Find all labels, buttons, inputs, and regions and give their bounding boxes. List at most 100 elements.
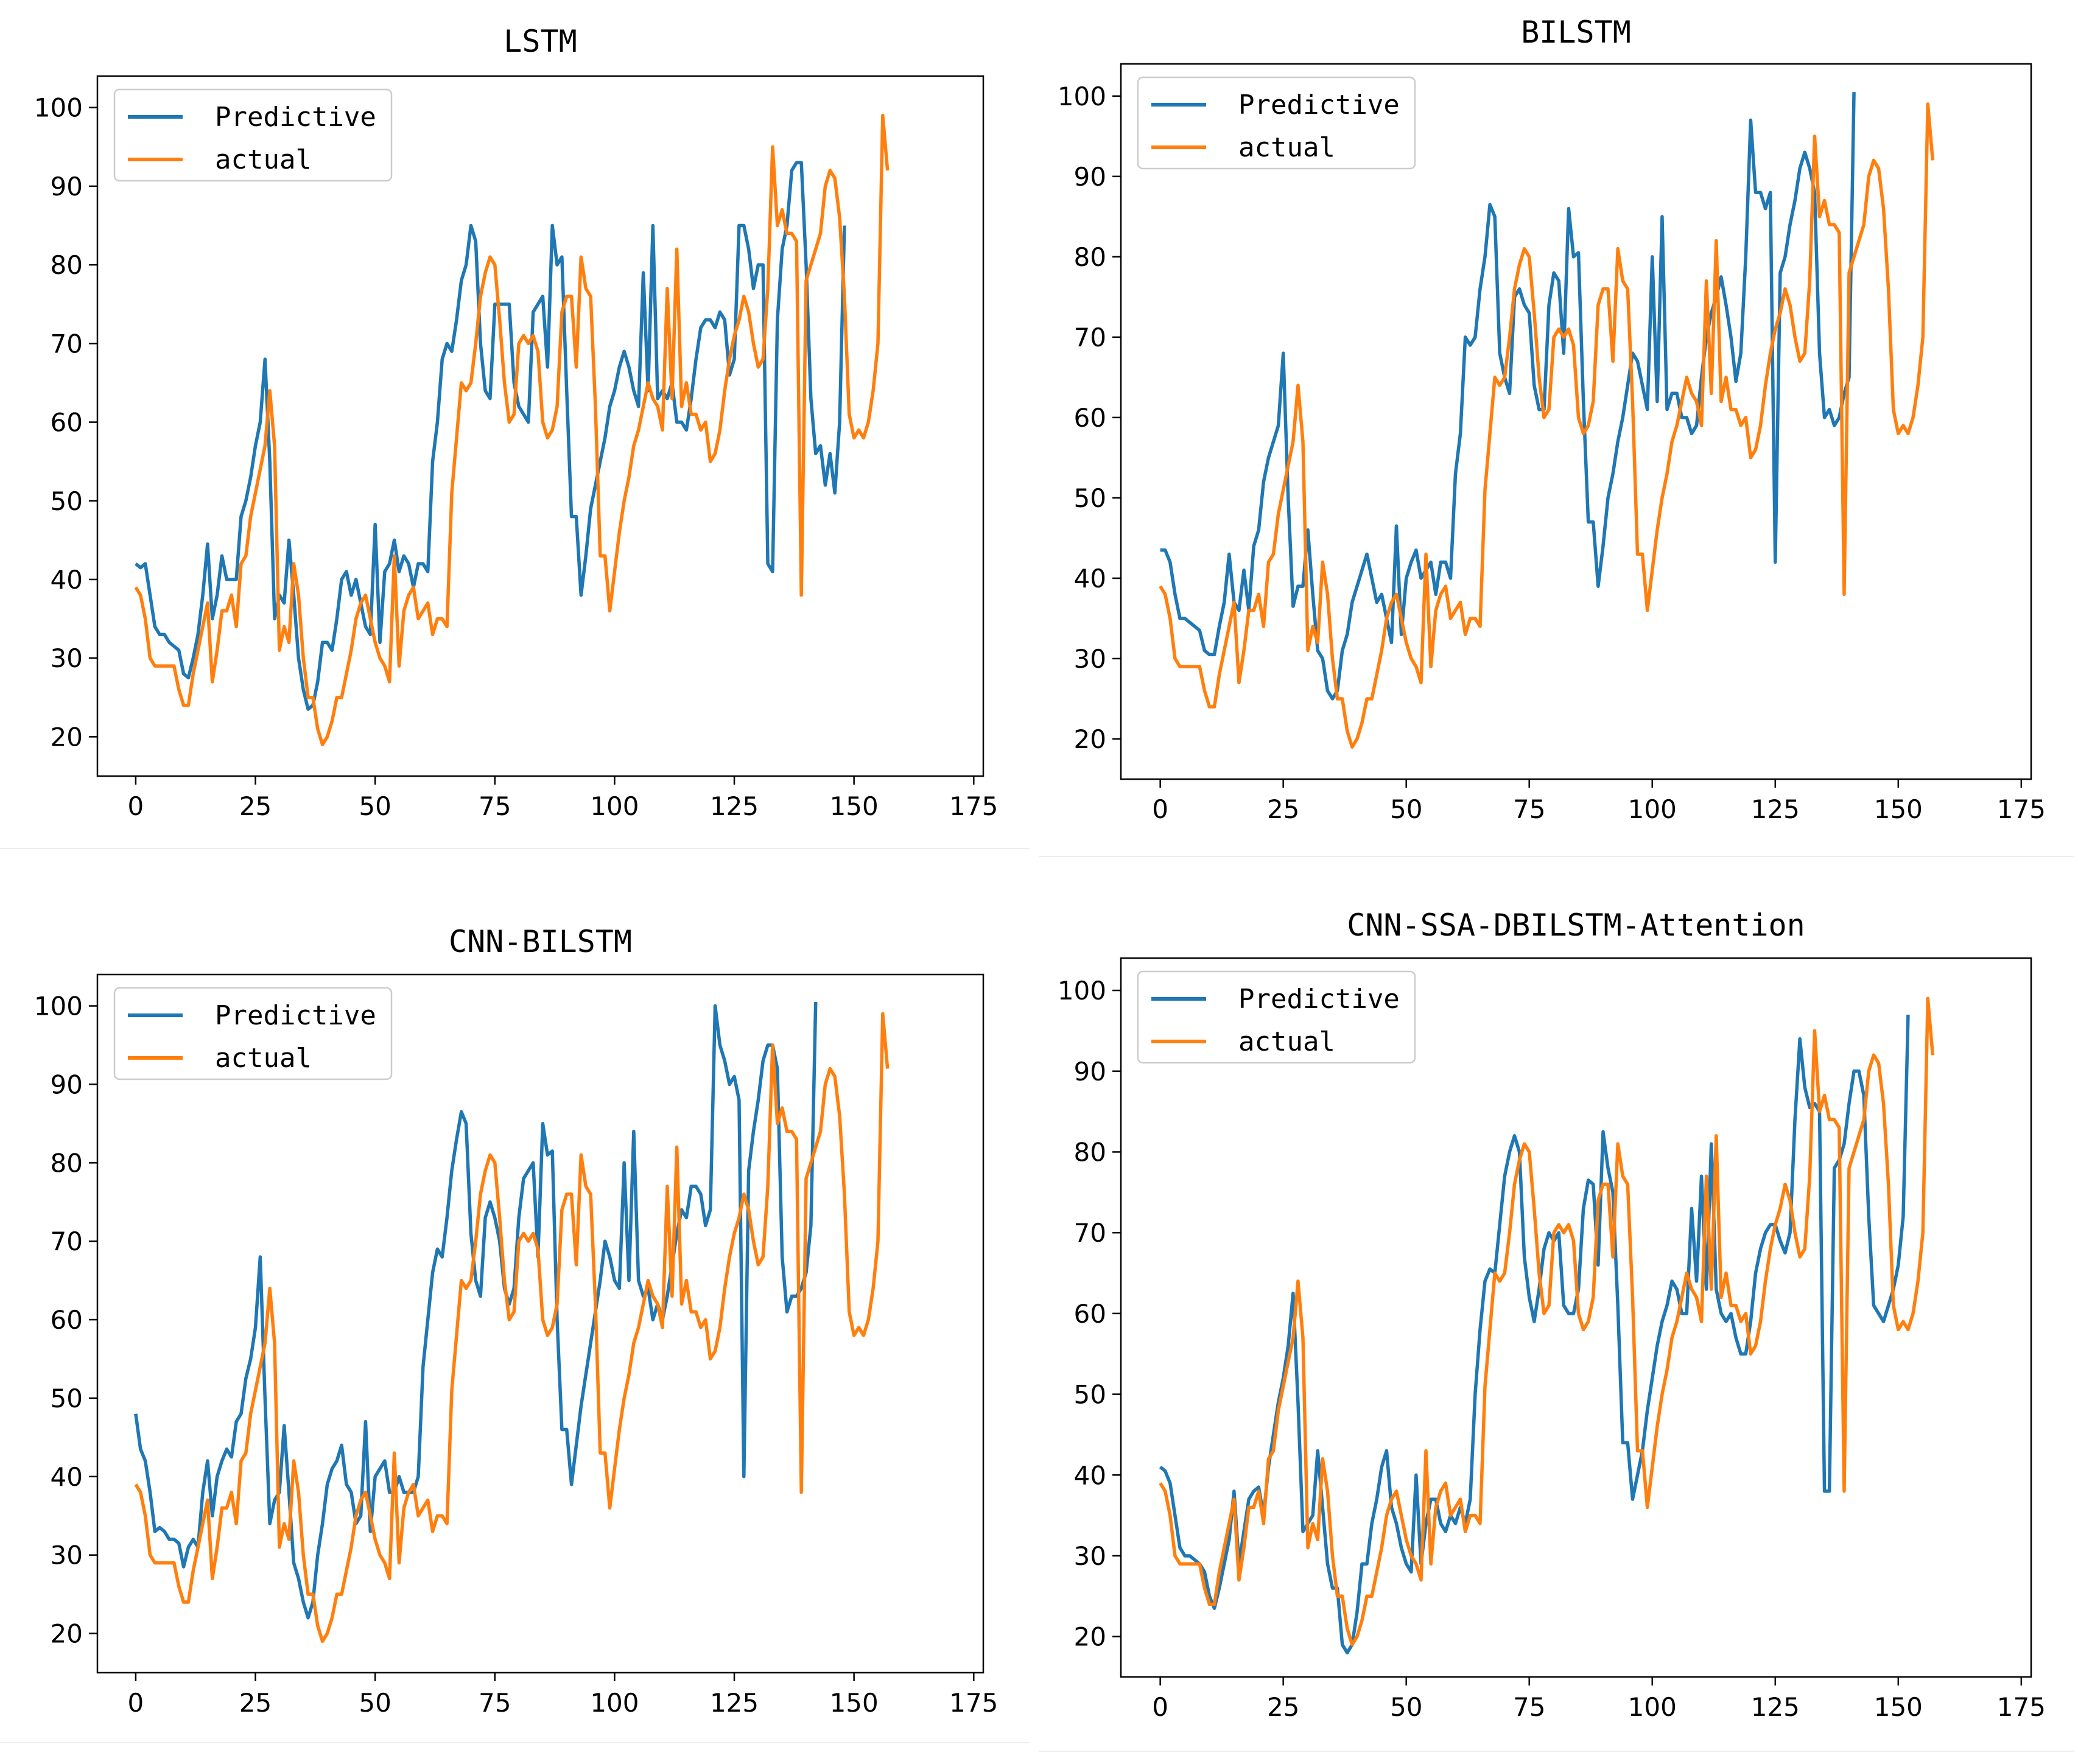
series-line-actual xyxy=(134,113,890,747)
y-tick-label: 30 xyxy=(51,643,83,673)
legend-predictive-label: Predictive xyxy=(215,1000,376,1031)
axes-frame xyxy=(1120,63,2032,780)
y-tick-label: 80 xyxy=(51,250,83,280)
series-line-predictive xyxy=(1160,92,1856,701)
chart-lstm: LSTM 0 25 50 75 100 125 150 175 20 30 40 50 60 70 80 90 1… xyxy=(34,24,999,821)
divider-bottom-left xyxy=(0,1742,1029,1743)
y-tick-label: 40 xyxy=(51,565,83,595)
y-tick-label: 40 xyxy=(1074,1460,1106,1490)
x-tick-label: 50 xyxy=(359,791,391,821)
y-tick-label: 90 xyxy=(51,172,83,201)
y-tick-label: 80 xyxy=(1074,1137,1106,1167)
y-tick-label: 100 xyxy=(34,93,83,123)
chart-title: LSTM xyxy=(504,24,577,59)
x-tick-label: 25 xyxy=(1267,1692,1299,1722)
x-tick-label: 175 xyxy=(949,1688,998,1718)
x-tick-label: 75 xyxy=(1513,794,1545,824)
axes-frame xyxy=(1120,957,2032,1678)
x-tick-label: 100 xyxy=(590,1688,639,1718)
x-tick-label: 125 xyxy=(1751,1692,1800,1722)
x-tick-label: 25 xyxy=(239,791,272,821)
y-tick-label: 80 xyxy=(51,1148,83,1178)
legend-predictive-label: Predictive xyxy=(215,102,376,133)
y-tick-label: 50 xyxy=(51,486,83,516)
x-tick-label: 175 xyxy=(1997,1692,2046,1722)
y-tick-label: 100 xyxy=(1058,82,1106,111)
legend-actual-label: actual xyxy=(215,144,312,175)
x-tick-label: 100 xyxy=(1628,794,1677,824)
x-tick-label: 100 xyxy=(590,791,639,821)
y-tick-label: 60 xyxy=(1074,403,1106,433)
chart-panel-bilstm: BILSTM 0 25 50 75 100 125 150 175 20 30 40 50 60 70 80 9… xyxy=(1039,0,2078,852)
series-line-actual xyxy=(1159,102,1935,749)
x-tick-label: 150 xyxy=(1874,1692,1923,1722)
y-tick-label: 70 xyxy=(1074,1218,1106,1248)
y-tick-label: 60 xyxy=(51,408,83,438)
x-tick-label: 50 xyxy=(359,1688,391,1718)
y-tick-label: 70 xyxy=(1074,323,1106,352)
y-tick-label: 30 xyxy=(1074,1541,1106,1571)
legend-predictive-label: Predictive xyxy=(1238,89,1400,121)
x-tick-label: 125 xyxy=(710,1688,759,1718)
x-tick-label: 0 xyxy=(128,1688,144,1718)
y-tick-label: 100 xyxy=(1058,976,1106,1006)
series-line-predictive xyxy=(134,1002,818,1620)
y-tick-label: 60 xyxy=(1074,1299,1106,1329)
chart-title: CNN-BILSTM xyxy=(449,924,632,959)
y-tick-label: 40 xyxy=(51,1462,83,1492)
divider-top-left xyxy=(0,848,1029,849)
y-tick-label: 50 xyxy=(51,1384,83,1413)
legend-box xyxy=(113,987,393,1080)
y-tick-label: 100 xyxy=(34,992,83,1021)
y-tick-label: 20 xyxy=(51,1619,83,1649)
legend-box xyxy=(113,88,393,182)
x-tick-label: 50 xyxy=(1390,1692,1422,1722)
x-tick-label: 0 xyxy=(1152,1692,1168,1722)
x-tick-label: 75 xyxy=(479,1688,511,1718)
chart-panel-lstm: LSTM 0 25 50 75 100 125 150 175 20 30 40 50 60 70 80 90 1… xyxy=(0,0,1039,852)
y-tick-label: 40 xyxy=(1074,564,1106,593)
legend-box xyxy=(1137,970,1416,1064)
y-tick-label: 90 xyxy=(51,1069,83,1099)
x-tick-label: 175 xyxy=(1997,794,2046,824)
x-tick-label: 75 xyxy=(479,791,511,821)
x-tick-label: 125 xyxy=(710,791,759,821)
x-tick-label: 150 xyxy=(1874,794,1923,824)
x-tick-label: 0 xyxy=(128,791,144,821)
y-tick-label: 70 xyxy=(51,329,83,359)
x-tick-label: 25 xyxy=(239,1688,272,1718)
axes-frame xyxy=(96,75,985,777)
legend-box xyxy=(1137,76,1416,170)
y-tick-label: 50 xyxy=(1074,1380,1106,1410)
series-line-predictive xyxy=(135,161,846,711)
chart-panel-cnn-ssa-dbilstm-attention: CNN-SSA-DBILSTM-Attention 0 25 50 75 100 125 15… xyxy=(1039,882,2078,1764)
x-tick-label: 100 xyxy=(1628,1692,1677,1722)
series-line-predictive xyxy=(1159,1014,1910,1654)
y-tick-label: 20 xyxy=(51,722,83,752)
y-tick-label: 50 xyxy=(1074,483,1106,513)
x-tick-label: 50 xyxy=(1390,794,1422,824)
series-line-actual xyxy=(134,1012,890,1643)
x-tick-label: 0 xyxy=(1152,794,1168,824)
y-tick-label: 70 xyxy=(51,1227,83,1256)
y-tick-label: 30 xyxy=(1074,644,1106,674)
x-tick-label: 150 xyxy=(830,791,879,821)
divider-bottom-right xyxy=(1039,1751,2074,1752)
chart-title: BILSTM xyxy=(1521,15,1631,50)
y-tick-label: 90 xyxy=(1074,162,1106,192)
x-tick-label: 125 xyxy=(1751,794,1800,824)
y-tick-label: 30 xyxy=(51,1541,83,1570)
x-tick-label: 175 xyxy=(949,791,998,821)
y-tick-label: 20 xyxy=(1074,724,1106,754)
y-tick-label: 80 xyxy=(1074,242,1106,272)
chart-panel-cnn-bilstm: CNN-BILSTM 0 25 50 75 100 125 150 175 20 30 40 50 60 7… xyxy=(0,882,1039,1764)
chart-cnn-bilstm: CNN-BILSTM 0 25 50 75 100 125 150 175 20 30 40 50 60 7… xyxy=(34,924,999,1718)
x-tick-label: 75 xyxy=(1513,1692,1545,1722)
y-tick-label: 90 xyxy=(1074,1057,1106,1087)
legend-actual-label: actual xyxy=(215,1043,312,1074)
y-tick-label: 60 xyxy=(51,1305,83,1335)
chart-bilstm: BILSTM 0 25 50 75 100 125 150 175 20 30 40 50 60 70 80 9… xyxy=(1058,15,2046,824)
legend-actual-label: actual xyxy=(1238,132,1335,163)
y-tick-label: 20 xyxy=(1074,1622,1106,1652)
divider-top-right xyxy=(1039,856,2074,857)
